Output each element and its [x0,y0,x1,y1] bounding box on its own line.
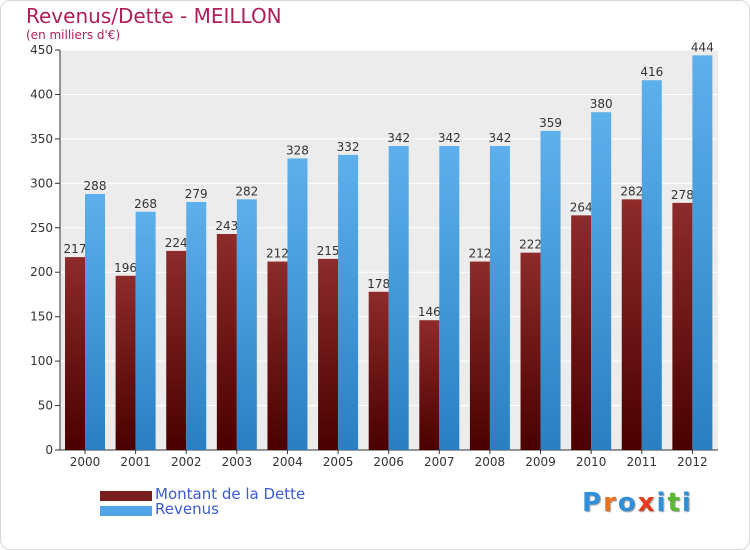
data-label-dette: 243 [215,219,238,233]
x-tick-label: 2009 [525,455,556,469]
data-label-revenus: 279 [185,187,208,201]
y-tick-label: 200 [30,265,53,279]
data-label-revenus: 359 [539,116,562,130]
bar-dette [267,261,288,450]
y-tick-label: 150 [30,310,53,324]
data-label-revenus: 342 [488,131,511,145]
bar-dette [571,215,592,450]
bar-dette [419,320,440,450]
data-label-dette: 212 [468,247,491,261]
bar-revenus [85,194,105,450]
data-label-dette: 212 [266,247,289,261]
logo-letter: r [603,488,618,518]
logo-letter: i [681,488,693,518]
chart-subtitle: (en milliers d'€) [26,28,121,42]
data-label-dette: 217 [64,242,87,256]
y-tick-label: 450 [30,43,53,57]
bar-revenus [287,158,308,450]
data-label-revenus: 282 [235,184,258,198]
bar-dette [368,291,389,450]
y-tick-label: 100 [30,354,53,368]
bar-revenus [439,146,460,450]
x-tick-label: 2002 [171,455,202,469]
chart-title: Revenus/Dette - MEILLON [26,4,282,28]
data-label-dette: 224 [165,236,188,250]
bar-revenus [591,112,612,450]
bar-dette [115,275,136,450]
bar-dette [672,202,693,450]
data-label-revenus: 416 [640,65,663,79]
bar-revenus [489,146,510,450]
x-tick-label: 2007 [424,455,455,469]
x-tick-label: 2000 [70,455,101,469]
legend-label-dette: Montant de la Dette [155,485,306,503]
bar-revenus [388,146,409,450]
y-tick-label: 0 [45,443,53,457]
x-tick-label: 2004 [272,455,303,469]
logo-letter: o [617,488,638,518]
data-label-revenus: 342 [387,131,410,145]
legend-swatch-dette [100,491,152,501]
y-tick-label: 400 [30,87,53,101]
proxiti-logo: Proxiti [582,488,693,518]
bar-dette [166,250,187,450]
bar-revenus [135,211,156,450]
x-tick-label: 2006 [373,455,404,469]
bar-dette [65,257,85,450]
logo-letter: x [637,488,657,518]
data-label-dette: 178 [367,277,390,291]
x-tick-label: 2010 [576,455,607,469]
data-label-revenus: 332 [337,140,360,154]
legend-swatch-revenus [100,506,152,516]
bar-dette [216,234,237,450]
data-label-dette: 264 [570,200,593,214]
logo-letter: i [656,488,668,518]
y-tick-label: 250 [30,221,53,235]
bar-revenus [186,202,207,450]
bar-revenus [338,154,359,450]
data-label-revenus: 342 [438,131,461,145]
data-label-dette: 146 [418,305,441,319]
bar-revenus [236,199,257,450]
y-tick-label: 350 [30,132,53,146]
y-tick-label: 50 [38,399,53,413]
bar-dette [520,252,541,450]
x-tick-label: 2001 [120,455,151,469]
data-label-revenus: 288 [84,179,107,193]
data-label-dette: 282 [620,184,643,198]
bar-revenus [540,130,561,450]
y-tick-label: 300 [30,176,53,190]
x-tick-label: 2008 [475,455,506,469]
x-tick-label: 2003 [222,455,253,469]
logo-letter: P [582,488,604,518]
data-label-dette: 278 [671,188,694,202]
x-tick-label: 2011 [626,455,657,469]
bar-dette [621,199,642,450]
bar-revenus [692,55,713,450]
legend-label-revenus: Revenus [155,500,219,518]
bar-dette [318,258,339,450]
x-tick-label: 2005 [323,455,354,469]
data-label-revenus: 444 [691,40,714,54]
x-tick-label: 2012 [677,455,708,469]
data-label-revenus: 328 [286,143,309,157]
bar-revenus [641,80,662,450]
data-label-revenus: 380 [590,97,613,111]
data-label-dette: 222 [519,238,542,252]
data-label-revenus: 268 [134,197,157,211]
logo-letter: t [667,488,682,518]
data-label-dette: 196 [114,261,137,275]
data-label-dette: 215 [317,244,340,258]
bar-dette [469,261,490,450]
